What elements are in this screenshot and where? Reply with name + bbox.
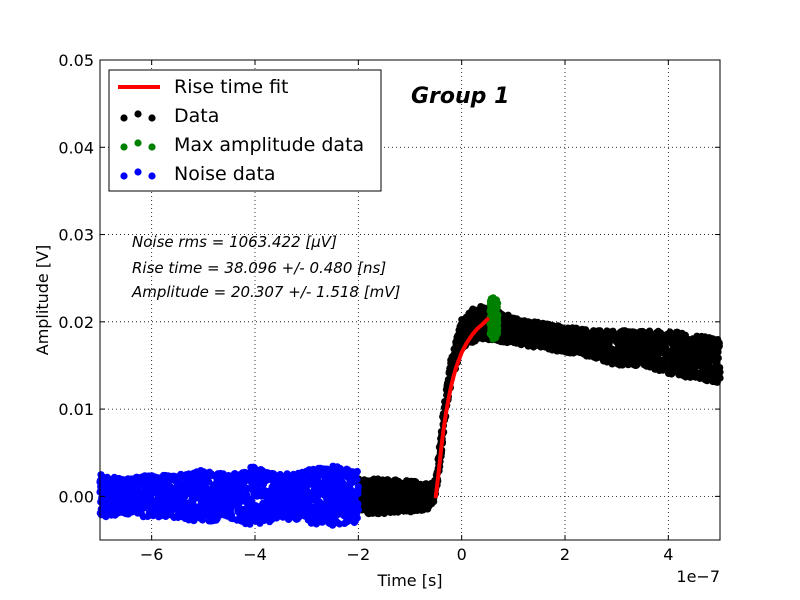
legend-entry: Rise time fit	[118, 76, 289, 98]
x-tick-label: 2	[560, 545, 570, 564]
rise-time-fit-line	[433, 317, 490, 499]
y-tick-label: 0.03	[58, 226, 94, 245]
amplitude-annotation: Amplitude = 20.307 +/- 1.518 [mV]	[131, 283, 400, 301]
legend-entry: Data	[120, 105, 219, 127]
legend-dot-swatch	[134, 139, 142, 147]
legend-dot-swatch	[148, 172, 156, 180]
x-tick-label: 4	[663, 545, 673, 564]
data-point	[494, 319, 502, 327]
x-axis-label: Time [s]	[376, 571, 442, 590]
group-label: Group 1	[411, 84, 509, 109]
legend-dot-swatch	[148, 114, 156, 122]
x-tick-label: −6	[140, 545, 164, 564]
series-data	[354, 303, 724, 518]
y-tick-label: 0.01	[58, 400, 94, 419]
y-tick-label: 0.00	[58, 487, 94, 506]
data-point	[353, 514, 361, 522]
y-axis-label: Amplitude [V]	[33, 245, 52, 356]
noise-rms-annotation: Noise rms = 1063.422 [μV]	[132, 233, 337, 251]
legend-dot-swatch	[148, 143, 156, 151]
legend-dot-swatch	[120, 114, 128, 122]
data-point	[121, 489, 129, 497]
x-axis-offset-label: 1e−7	[676, 567, 720, 586]
legend-label: Data	[174, 105, 219, 127]
data-point	[354, 483, 362, 491]
legend-label: Max amplitude data	[174, 134, 364, 156]
data-point	[494, 312, 502, 320]
legend-entry: Noise data	[120, 163, 276, 185]
data-point	[715, 339, 723, 347]
x-tick-label: −4	[243, 545, 267, 564]
data-point	[353, 467, 361, 476]
fit-annotations: Noise rms = 1063.422 [μV] Rise time = 38…	[131, 233, 400, 301]
legend-label: Noise data	[174, 163, 276, 185]
fit-curve	[433, 317, 490, 499]
y-tick-label: 0.02	[58, 313, 94, 332]
data-point	[714, 354, 722, 362]
series-noise-data	[96, 462, 362, 529]
data-point	[354, 506, 362, 514]
rise-time-annotation: Rise time = 38.096 +/- 0.480 [ns]	[132, 259, 386, 277]
axis-ticks: −6 −4 −2 0 2 4 0.00 0.01 0.02 0.03 0.04 0.05	[58, 51, 720, 564]
y-tick-label: 0.05	[58, 51, 94, 70]
legend-entry: Max amplitude data	[120, 134, 364, 156]
data-point	[430, 497, 438, 506]
legend-dot-swatch	[134, 110, 142, 118]
legend-dot-swatch	[120, 172, 128, 180]
plot-frame	[99, 59, 721, 541]
legend-box	[108, 69, 382, 192]
data-point	[494, 299, 502, 307]
legend-dot-swatch	[120, 143, 128, 151]
data-points	[96, 294, 724, 529]
legend-dot-swatch	[134, 168, 142, 176]
series-max-amplitude-data	[486, 294, 502, 343]
data-point	[354, 500, 362, 508]
legend: Rise time fit Data Max amplitude data Noise…	[108, 69, 382, 192]
legend-label: Rise time fit	[174, 76, 289, 98]
y-tick-label: 0.04	[58, 138, 94, 157]
data-point	[353, 475, 361, 484]
x-tick-label: 0	[457, 545, 467, 564]
x-tick-label: −2	[347, 545, 371, 564]
data-point	[494, 324, 502, 332]
